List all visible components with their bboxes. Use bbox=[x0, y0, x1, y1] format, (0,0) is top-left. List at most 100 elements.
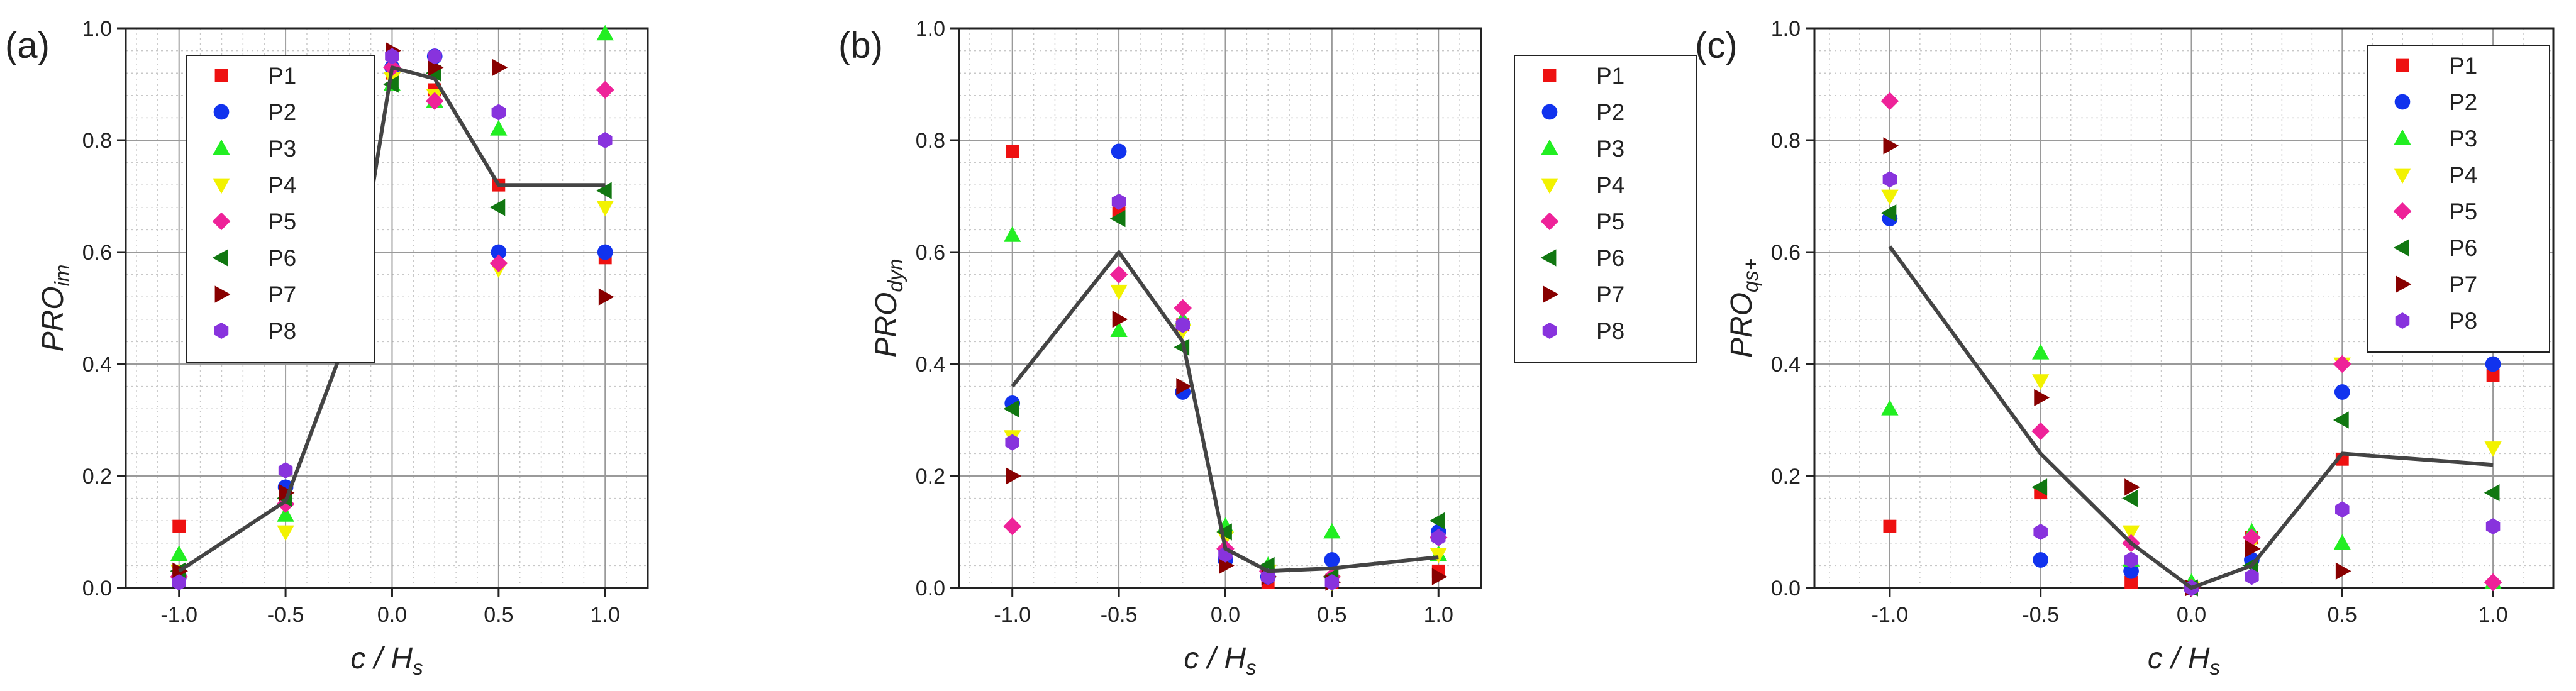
legend-marker-p3 bbox=[1541, 139, 1558, 155]
y-tick-label: 1.0 bbox=[82, 17, 112, 41]
data-point-p6 bbox=[1429, 512, 1445, 529]
y-tick-label: 0.6 bbox=[1771, 241, 1801, 265]
legend-label-p8: P8 bbox=[2449, 308, 2477, 334]
x-axis-title-sub: s bbox=[413, 656, 423, 679]
y-tick-label: 0.8 bbox=[82, 129, 112, 153]
data-point-p5 bbox=[1880, 92, 1899, 110]
data-point-p2 bbox=[1111, 143, 1127, 160]
data-point-p4 bbox=[2484, 441, 2502, 457]
data-point-p7 bbox=[1112, 311, 1128, 328]
legend-label-p5: P5 bbox=[268, 209, 296, 235]
legend-marker-p1 bbox=[1543, 69, 1557, 82]
data-point-p8 bbox=[385, 48, 399, 65]
data-point-p5 bbox=[1003, 517, 1021, 536]
data-point-p3 bbox=[170, 545, 188, 561]
data-point-p6 bbox=[1003, 400, 1019, 417]
y-tick-label: 0.8 bbox=[916, 129, 945, 153]
x-tick-label: 0.0 bbox=[377, 603, 407, 627]
legend-label-p1: P1 bbox=[268, 63, 296, 89]
data-point-p8 bbox=[1111, 193, 1126, 210]
legend-label-p5: P5 bbox=[2449, 199, 2477, 224]
data-point-p5 bbox=[2484, 573, 2502, 592]
x-tick-label: -0.5 bbox=[1101, 603, 1138, 627]
data-point-p7 bbox=[2034, 389, 2050, 407]
data-point-p6 bbox=[596, 182, 612, 199]
panel-label: (b) bbox=[838, 25, 883, 66]
data-point-p2 bbox=[491, 244, 507, 260]
y-tick-label: 0.6 bbox=[916, 241, 945, 265]
data-point-p7 bbox=[1219, 556, 1235, 575]
data-point-p5 bbox=[2031, 422, 2050, 441]
y-tick-label: 1.0 bbox=[1771, 17, 1801, 41]
data-point-p2 bbox=[2033, 552, 2049, 568]
legend-marker-p4 bbox=[2394, 168, 2411, 184]
data-point-p8 bbox=[491, 104, 506, 121]
y-axis-title-main: PRO bbox=[36, 286, 70, 351]
data-point-p1 bbox=[2124, 575, 2138, 589]
x-axis-title-main: c / H bbox=[2148, 642, 2210, 675]
data-point-p6 bbox=[2122, 489, 2138, 507]
data-point-p1 bbox=[1006, 145, 1019, 158]
data-point-p8 bbox=[2485, 518, 2501, 535]
x-tick-label: -1.0 bbox=[160, 603, 197, 627]
legend-marker-p2 bbox=[213, 104, 230, 120]
series-p8 bbox=[1882, 171, 2501, 596]
legend-label-p2: P2 bbox=[2449, 89, 2477, 115]
x-tick-label: 0.5 bbox=[2328, 603, 2357, 627]
data-point-p2 bbox=[1324, 552, 1340, 568]
legend-marker-p7 bbox=[2396, 275, 2412, 293]
data-point-p2 bbox=[2485, 356, 2501, 372]
x-axis-title-main: c / H bbox=[350, 642, 413, 675]
legend-marker-p7 bbox=[1543, 285, 1559, 303]
y-tick-label: 0.4 bbox=[82, 353, 112, 377]
data-point-p3 bbox=[2333, 534, 2351, 550]
data-point-p4 bbox=[1110, 284, 1128, 301]
data-point-p6 bbox=[1216, 523, 1232, 541]
x-tick-label: 1.0 bbox=[1424, 603, 1453, 627]
x-tick-label: -1.0 bbox=[1872, 603, 1909, 627]
legend-label-p8: P8 bbox=[1596, 318, 1624, 344]
data-point-p1 bbox=[2486, 368, 2500, 382]
legend-marker-p1 bbox=[214, 69, 228, 82]
data-point-p6 bbox=[489, 199, 506, 216]
data-point-p8 bbox=[1431, 529, 1446, 546]
data-point-p7 bbox=[428, 58, 444, 76]
data-point-p7 bbox=[598, 288, 614, 306]
data-point-p8 bbox=[1175, 316, 1190, 333]
x-tick-label: -0.5 bbox=[2022, 603, 2059, 627]
panel-label: (a) bbox=[5, 25, 50, 66]
data-point-p3 bbox=[1110, 321, 1128, 337]
data-point-p3 bbox=[277, 506, 294, 522]
legend-label-p3: P3 bbox=[268, 136, 296, 162]
data-point-p7 bbox=[492, 58, 508, 76]
y-tick-label: 0.4 bbox=[916, 353, 945, 377]
legend-marker-p4 bbox=[1541, 178, 1558, 194]
data-point-p4 bbox=[1881, 189, 1899, 206]
data-point-p5 bbox=[276, 495, 295, 513]
legend-label-p1: P1 bbox=[1596, 63, 1624, 89]
y-tick-label: 0.4 bbox=[1771, 353, 1801, 377]
x-tick-label: 0.0 bbox=[2177, 603, 2206, 627]
legend-label-p1: P1 bbox=[2449, 53, 2477, 79]
data-point-p5 bbox=[1174, 299, 1192, 318]
data-point-p6 bbox=[2031, 478, 2048, 496]
plot-frame bbox=[958, 27, 1482, 589]
chart-panel-1: -1.0 -0.5 0.0 0.5 1.0 0.0 0.2 0.4 0.6 0.8 1.0 (a) PR… bbox=[5, 17, 649, 679]
legend-marker-p6 bbox=[212, 249, 228, 267]
data-point-p8 bbox=[1882, 171, 1897, 188]
legend-label-p4: P4 bbox=[2449, 162, 2477, 188]
data-point-p4 bbox=[2122, 525, 2140, 541]
data-point-p8 bbox=[2033, 524, 2048, 540]
x-tick-label: -0.5 bbox=[267, 603, 304, 627]
data-point-p4 bbox=[1430, 548, 1447, 563]
legend-label-p2: P2 bbox=[1596, 99, 1624, 125]
legend-label-p8: P8 bbox=[268, 318, 296, 344]
data-point-p7 bbox=[2245, 540, 2261, 558]
legend: P1 P2 P3 P4 P5 P6 P7 P8 bbox=[186, 55, 375, 363]
legend-label-p7: P7 bbox=[268, 282, 296, 307]
data-point-p8 bbox=[2335, 501, 2350, 518]
legend-label-p5: P5 bbox=[1596, 209, 1624, 235]
y-axis-title-sub: dyn bbox=[884, 258, 907, 292]
y-tick-label: 0.0 bbox=[1771, 577, 1801, 600]
